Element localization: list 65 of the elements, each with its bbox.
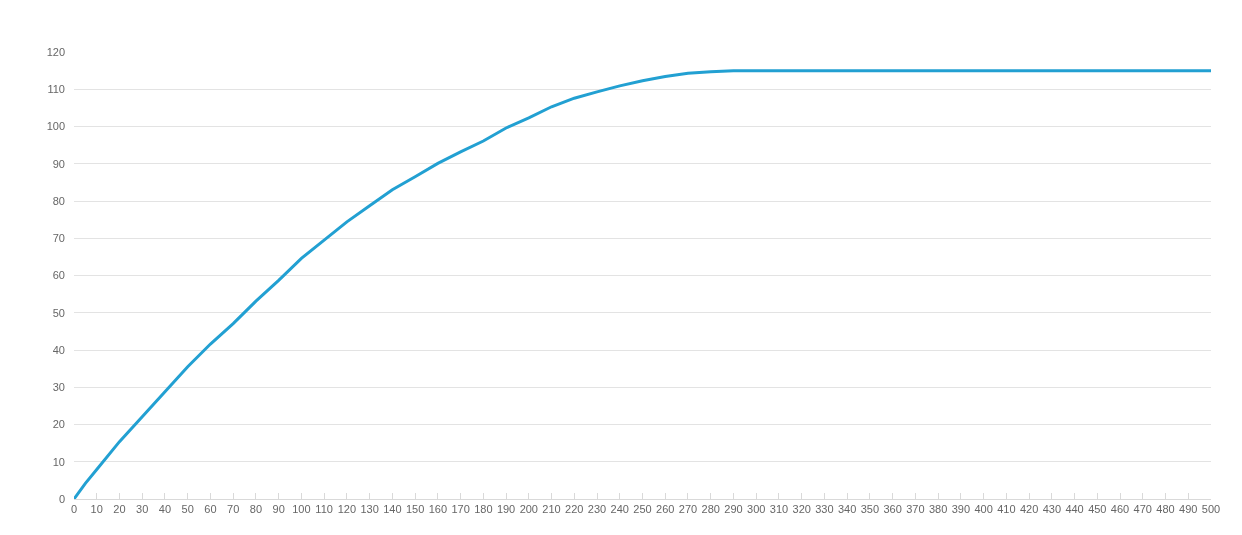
- x-tick-label: 260: [656, 503, 675, 516]
- line-series: [74, 69, 1211, 499]
- x-tick-label: 210: [542, 503, 561, 516]
- x-tick-label: 130: [360, 503, 379, 516]
- x-tick-label: 30: [136, 503, 149, 516]
- x-tick-label: 480: [1156, 503, 1175, 516]
- y-tick-label: 100: [46, 120, 65, 133]
- x-tick-label: 270: [678, 503, 698, 516]
- x-tick-label: 10: [90, 503, 103, 516]
- x-tick-label: 420: [1019, 503, 1039, 516]
- x-tick-label: 180: [474, 503, 493, 516]
- x-tick-label: 110: [315, 503, 333, 516]
- x-tick-label: 40: [158, 503, 172, 516]
- x-tick-label: 300: [747, 503, 766, 516]
- x-tick-label: 290: [724, 503, 743, 516]
- y-tick-label: 60: [52, 269, 65, 282]
- y-tick-label: 30: [52, 381, 65, 394]
- y-tick-label: 70: [52, 232, 65, 245]
- x-tick-label: 240: [610, 503, 629, 516]
- y-tick-label: 80: [52, 194, 65, 207]
- y-tick-label: 120: [46, 45, 65, 58]
- x-tick-label: 390: [951, 503, 971, 516]
- x-tick-label: 60: [204, 503, 217, 516]
- y-tick-label: 20: [52, 418, 65, 431]
- x-tick-label: 190: [496, 503, 516, 516]
- x-tick-label: 50: [181, 503, 194, 516]
- y-tick-label: 50: [52, 306, 65, 319]
- x-tick-label: 250: [633, 503, 652, 516]
- x-tick-label: 160: [428, 503, 448, 516]
- x-tick-label: 490: [1179, 503, 1198, 516]
- x-tick-label: 440: [1065, 503, 1084, 516]
- x-tick-label: 450: [1088, 503, 1107, 516]
- x-tick-label: 120: [337, 503, 357, 516]
- y-tick-label: 90: [52, 157, 65, 170]
- x-tick-label: 0: [70, 503, 78, 516]
- x-tick-label: 370: [906, 503, 925, 516]
- x-tick-label: 330: [815, 503, 834, 516]
- x-tick-label: 280: [701, 503, 720, 516]
- x-tick-label: 170: [451, 503, 470, 516]
- x-tick-label: 70: [227, 503, 240, 516]
- x-tick-label: 230: [587, 503, 607, 516]
- x-tick-label: 360: [883, 503, 902, 516]
- x-tick-label: 140: [383, 503, 402, 516]
- x-tick-label: 380: [928, 503, 948, 516]
- x-tick-label: 340: [837, 503, 857, 516]
- x-tick-label: 20: [113, 503, 126, 516]
- y-tick-label: 40: [52, 343, 65, 356]
- x-tick-label: 150: [405, 503, 425, 516]
- x-tick-label: 90: [272, 503, 285, 516]
- x-tick-label: 470: [1133, 503, 1152, 516]
- x-tick-label: 310: [769, 503, 789, 516]
- y-tick-label: 0: [58, 492, 65, 505]
- x-tick-label: 100: [292, 503, 311, 516]
- x-tick-label: 350: [860, 503, 880, 516]
- x-tick-label: 500: [1201, 503, 1221, 516]
- x-tick-label: 320: [792, 503, 811, 516]
- x-tick-label: 430: [1042, 503, 1061, 516]
- x-tick-label: 400: [974, 503, 993, 516]
- x-tick-label: 80: [249, 503, 263, 516]
- x-tick-label: 220: [565, 503, 584, 516]
- x-tick-label: 460: [1110, 503, 1130, 516]
- y-tick-label: 110: [47, 83, 65, 96]
- x-tick-label: 200: [519, 503, 538, 516]
- y-tick-label: 10: [52, 455, 65, 468]
- x-tick-label: 410: [997, 503, 1016, 516]
